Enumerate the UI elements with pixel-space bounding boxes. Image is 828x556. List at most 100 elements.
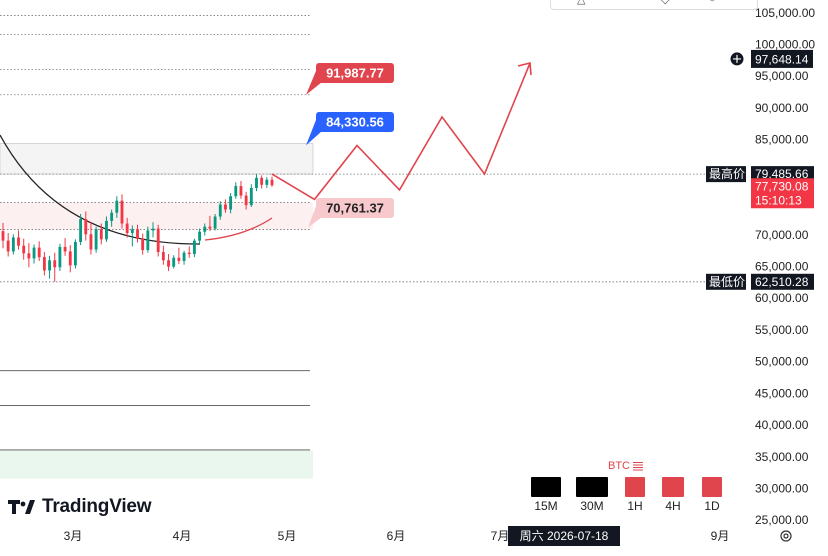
time-axis[interactable]: 3月 4月 5月 6月 7月 9月 (64, 529, 730, 543)
candle-body (265, 179, 269, 185)
annotation-box-0 (316, 63, 394, 83)
panel-icon-left[interactable]: △ (577, 0, 586, 6)
projection-path (271, 62, 531, 201)
candle-body (239, 186, 243, 196)
candle-body (94, 229, 98, 250)
timeframe-label-30M: 30M (580, 499, 604, 513)
candle-body (63, 246, 67, 252)
candle-body (213, 216, 217, 229)
projection-layer (271, 62, 532, 201)
y-tick-label: 105,000.00 (755, 6, 815, 20)
y-tick-label: 70,000.00 (755, 228, 809, 242)
high-price-text: 79,485.66 (755, 167, 809, 181)
btc-label-text: BTC (608, 460, 630, 472)
y-tick-label: 90,000.00 (755, 101, 809, 115)
candle-body (130, 229, 134, 234)
countdown-text: 15:10:13 (755, 193, 802, 207)
low-price-text: 62,510.28 (755, 275, 809, 289)
x-tick-label: 4月 (173, 529, 192, 543)
price-axis[interactable]: 105,000.00 100,000.00 95,000.00 90,000.00 85… (755, 6, 815, 527)
candle-body (110, 212, 114, 221)
candle-body (270, 179, 274, 186)
x-tick-label: 6月 (387, 529, 406, 543)
timeframe-button-4H[interactable] (662, 477, 684, 497)
y-tick-label: 95,000.00 (755, 69, 809, 83)
candle-body (48, 260, 51, 271)
y-tick-label: 40,000.00 (755, 418, 809, 432)
candle-body (255, 177, 258, 188)
y-tick-label: 25,000.00 (755, 513, 809, 527)
candle-body (99, 229, 103, 240)
arc-curve-red (204, 217, 273, 241)
zone-2 (0, 449, 313, 479)
candle-body (136, 229, 139, 239)
candle-body (11, 237, 15, 252)
candle-body (79, 219, 83, 242)
candle-body (89, 234, 93, 250)
candle-body (172, 257, 176, 267)
candle-body (105, 220, 108, 240)
candle-body (68, 251, 72, 266)
candle-body (187, 252, 191, 254)
candle-body (32, 247, 36, 259)
candle-body (74, 241, 77, 266)
tradingview-logo-icon (8, 500, 35, 514)
candle-body (27, 253, 31, 259)
candle-body (22, 245, 26, 254)
candle-body (1, 231, 5, 241)
x-tick-label: 9月 (711, 529, 730, 543)
y-tick-label: 35,000.00 (755, 450, 809, 464)
y-tick-label: 45,000.00 (755, 386, 809, 400)
x-tick-label: 3月 (64, 529, 83, 543)
zone-1 (0, 202, 313, 230)
candle-body (161, 252, 165, 261)
high-price-pill (751, 166, 814, 183)
annotation-label-2: 70,761.37 (308, 198, 394, 228)
high-tag-text: 最高价 (709, 166, 745, 181)
zone-0 (0, 142, 314, 175)
candle-body (151, 228, 155, 231)
candle-body (42, 257, 46, 271)
settings-icon[interactable] (779, 529, 793, 543)
candles-layer (1, 174, 274, 282)
timeframe-button-1H[interactable] (625, 477, 645, 497)
tradingview-logo: TradingView (8, 496, 152, 518)
annotations-layer: 91,987.77 84,330.56 70,761.37 (306, 63, 394, 228)
candle-body (125, 223, 129, 234)
candle-body (146, 230, 150, 251)
btc-menu-icon (633, 461, 644, 471)
y-tick-label: 60,000.00 (755, 291, 809, 305)
candle-body (177, 257, 181, 261)
timeframe-label-1D: 1D (704, 499, 720, 513)
btc-label: BTC (608, 460, 644, 472)
candle-body (234, 186, 238, 197)
arc-curve-black (0, 134, 201, 245)
timeframe-button-15M[interactable] (531, 477, 561, 497)
timeframe-button-30M[interactable] (576, 477, 608, 497)
y-tick-label: 65,000.00 (755, 260, 809, 274)
candle-body (198, 231, 201, 241)
annotation-text-1: 84,330.56 (326, 115, 384, 130)
panel-icon-right[interactable]: ○ (709, 0, 716, 5)
plus-icon (733, 54, 741, 63)
crosshair-date-label: 周六 2026-07-18 (508, 526, 620, 546)
crosshair-price-pill (751, 49, 813, 68)
candle-body (53, 260, 57, 268)
candle-body (192, 240, 196, 254)
low-tag-text: 最低价 (709, 275, 745, 289)
candle-body (115, 200, 119, 213)
panel-icon-mid[interactable]: ◇ (661, 0, 670, 6)
current-price-text: 77,730.08 (755, 179, 809, 193)
projection-arrow-head (517, 62, 532, 76)
candle-body (37, 247, 41, 258)
candle-body (229, 196, 233, 210)
crosshair-price-text: 97,648.14 (755, 52, 809, 66)
y-tick-label: 30,000.00 (755, 482, 809, 496)
zones-layer (0, 142, 314, 479)
candle-body (6, 240, 10, 252)
candle-body (156, 228, 160, 253)
timeframe-button-1D[interactable] (702, 477, 722, 497)
indicator-panel-top[interactable]: △ ◇ ○ (550, 0, 758, 10)
